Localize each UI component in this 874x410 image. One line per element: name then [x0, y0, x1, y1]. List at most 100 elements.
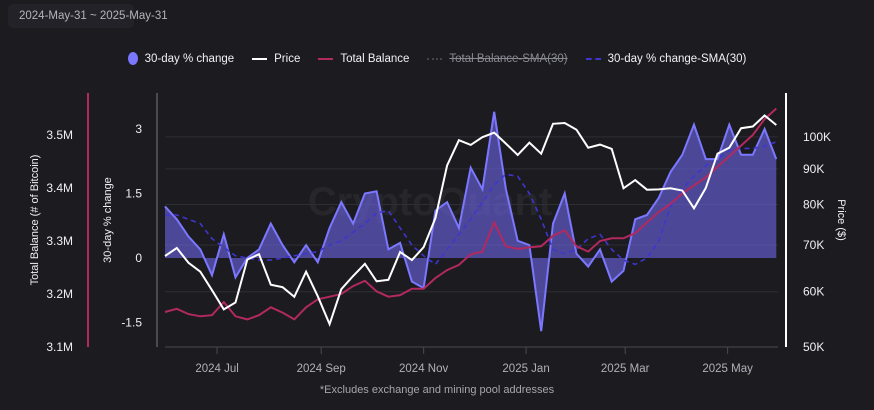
- price-point: [457, 138, 461, 142]
- balance-point: [480, 250, 484, 254]
- x-tick-label: 2024 Jul: [195, 363, 238, 375]
- change-sma-point: [328, 243, 332, 247]
- price-point: [763, 114, 767, 118]
- price-point: [716, 152, 720, 156]
- balance-point: [245, 317, 249, 321]
- balance-point: [339, 292, 343, 296]
- change-point: [539, 329, 543, 333]
- balance-tick-label: 3.5M: [46, 128, 73, 142]
- legend-item-price[interactable]: Price: [252, 53, 300, 65]
- change-point: [269, 222, 273, 226]
- legend-item-change-sma[interactable]: 30-day % change-SMA(30): [585, 53, 746, 65]
- balance-point: [163, 310, 167, 314]
- balance-point: [516, 247, 520, 251]
- change-point: [516, 239, 520, 243]
- price-point: [692, 206, 696, 210]
- legend-item-30day-change[interactable]: 30-day % change: [127, 52, 235, 65]
- balance-point: [187, 312, 191, 316]
- change-tick-label: -1.5: [121, 316, 142, 330]
- balance-point: [386, 295, 390, 299]
- balance-point: [410, 287, 414, 291]
- change-point: [574, 252, 578, 256]
- change-point: [610, 280, 614, 284]
- price-point: [539, 152, 543, 156]
- change-sma-point: [586, 237, 590, 241]
- balance-point: [586, 250, 590, 254]
- change-point: [316, 260, 320, 264]
- balance-point: [398, 293, 402, 297]
- legend-item-total-balance[interactable]: Total Balance: [318, 53, 409, 65]
- price-point: [210, 288, 214, 292]
- price-point: [504, 142, 508, 146]
- price-tick-label: 90K: [803, 162, 824, 176]
- change-sma-point: [398, 226, 402, 230]
- balance-axis-title: Total Balance (# of Bitcoin): [29, 155, 41, 286]
- price-point: [610, 147, 614, 151]
- balance-point: [269, 305, 273, 309]
- change-point: [198, 247, 202, 251]
- change-point: [187, 235, 191, 239]
- price-point: [398, 250, 402, 254]
- price-point: [410, 258, 414, 262]
- change-area: [165, 111, 777, 332]
- change-sma-point: [304, 252, 308, 256]
- change-tick-label: 0: [135, 251, 142, 265]
- change-sma-point: [574, 247, 578, 251]
- price-point: [739, 126, 743, 130]
- price-point: [375, 279, 379, 283]
- legend-line-icon: [318, 57, 334, 60]
- change-sma-point: [410, 243, 414, 247]
- x-tick-label: 2024 Sep: [297, 363, 346, 375]
- legend-item-total-balance-sma[interactable]: Total Balance-SMA(30): [427, 53, 568, 65]
- balance-point: [304, 305, 308, 309]
- change-sma-point: [281, 256, 285, 260]
- change-sma-point: [469, 217, 473, 221]
- change-sma-point: [492, 183, 496, 187]
- change-tick-label: 1.5: [125, 187, 142, 201]
- change-sma-point: [598, 232, 602, 236]
- legend-dot-icon: [127, 52, 138, 65]
- change-sma-point: [175, 213, 179, 217]
- x-tick-label: 2025 Jan: [502, 363, 549, 375]
- change-point: [163, 204, 167, 208]
- legend-label: 30-day % change: [144, 52, 235, 65]
- price-tick-label: 60K: [803, 285, 824, 299]
- balance-point: [598, 239, 602, 243]
- balance-point: [328, 295, 332, 299]
- change-point: [680, 153, 684, 157]
- change-point: [386, 247, 390, 251]
- balance-point: [375, 289, 379, 293]
- balance-point: [504, 244, 508, 248]
- change-point: [645, 213, 649, 217]
- change-line: [164, 111, 778, 332]
- change-point: [621, 269, 625, 273]
- change-point: [633, 217, 637, 221]
- price-point: [269, 283, 273, 287]
- balance-point: [363, 279, 367, 283]
- balance-point: [633, 231, 637, 235]
- change-point: [563, 192, 567, 196]
- price-tick-label: 70K: [803, 238, 824, 252]
- price-point: [281, 285, 285, 289]
- balance-point: [645, 220, 649, 224]
- price-point: [527, 141, 531, 145]
- change-point: [410, 280, 414, 284]
- price-point: [704, 186, 708, 190]
- price-point: [222, 307, 226, 311]
- price-point: [598, 143, 602, 147]
- balance-point: [422, 287, 426, 291]
- change-sma-point: [504, 172, 508, 176]
- date-range-picker[interactable]: 2024-May-31 ~ 2025-May-31: [8, 4, 168, 28]
- change-sma-point: [445, 247, 449, 251]
- price-point: [645, 188, 649, 192]
- change-point: [292, 260, 296, 264]
- change-sma-point: [763, 144, 767, 148]
- change-axis-title: 30-day % change: [102, 177, 114, 263]
- change-point: [669, 170, 673, 174]
- balance-point: [457, 263, 461, 267]
- change-point: [445, 200, 449, 204]
- price-tick-label: 100K: [803, 130, 831, 144]
- price-point: [480, 135, 484, 139]
- balance-tick-label: 3.4M: [46, 181, 73, 195]
